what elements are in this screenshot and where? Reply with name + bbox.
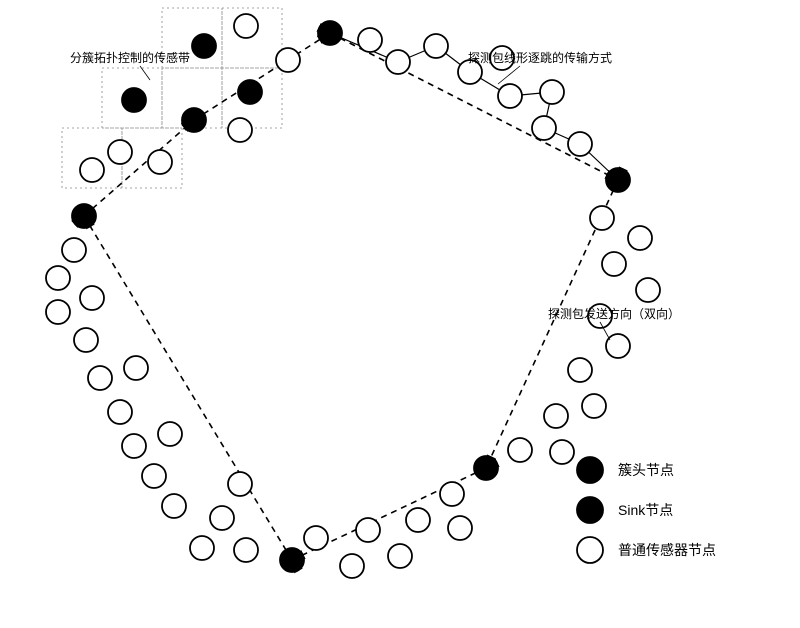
ordinary-node (162, 494, 186, 518)
ordinary-node (448, 516, 472, 540)
ordinary-node (108, 400, 132, 424)
legend-swatch (577, 457, 603, 483)
ordinary-node (122, 434, 146, 458)
ordinary-node (636, 278, 660, 302)
ordinary-node (388, 544, 412, 568)
legend-label: 普通传感器节点 (618, 542, 716, 558)
cluster-head-node (606, 168, 630, 192)
cluster-head-node (192, 34, 216, 58)
ordinary-node (568, 358, 592, 382)
cluster-head-node (72, 204, 96, 228)
ordinary-node (440, 482, 464, 506)
cluster-head-node (280, 548, 304, 572)
ordinary-node (210, 506, 234, 530)
ordinary-node (358, 28, 382, 52)
ordinary-node (228, 118, 252, 142)
ordinary-node (88, 366, 112, 390)
legend-swatch (577, 497, 603, 523)
ordinary-node (80, 286, 104, 310)
ordinary-node (582, 394, 606, 418)
ordinary-node (628, 226, 652, 250)
legend-swatch (577, 537, 603, 563)
cluster-head-node (182, 108, 206, 132)
ordinary-node (74, 328, 98, 352)
ordinary-node (148, 150, 172, 174)
ordinary-node (46, 300, 70, 324)
ordinary-node (386, 50, 410, 74)
ordinary-node (568, 132, 592, 156)
ordinary-node (356, 518, 380, 542)
ordinary-node (234, 14, 258, 38)
ordinary-node (108, 140, 132, 164)
ordinary-node (602, 252, 626, 276)
legend-label: Sink节点 (618, 502, 673, 518)
ordinary-node (424, 34, 448, 58)
ordinary-node (406, 508, 430, 532)
ordinary-node (276, 48, 300, 72)
legend-label: 簇头节点 (618, 462, 674, 478)
ordinary-node (234, 538, 258, 562)
ordinary-node (62, 238, 86, 262)
ordinary-node (158, 422, 182, 446)
ordinary-node (228, 472, 252, 496)
send_dir-label: 探测包发送方向（双向） (548, 306, 680, 321)
ordinary-node (340, 554, 364, 578)
ordinary-node (550, 440, 574, 464)
ordinary-node (544, 404, 568, 428)
ordinary-node (606, 334, 630, 358)
ordinary-node (590, 206, 614, 230)
ordinary-node (142, 464, 166, 488)
cluster_band-label: 分簇拓扑控制的传感带 (70, 50, 190, 65)
ordinary-node (46, 266, 70, 290)
ordinary-node (540, 80, 564, 104)
ordinary-node (498, 84, 522, 108)
cluster-head-node (318, 21, 342, 45)
hop_mode-label: 探测包线形逐跳的传输方式 (468, 50, 612, 65)
ordinary-node (532, 116, 556, 140)
cluster-head-nodes (72, 21, 630, 572)
legend: 簇头节点 Sink节点普通传感器节点 (577, 457, 716, 563)
cluster-head-node (238, 80, 262, 104)
cluster-head-node (474, 456, 498, 480)
cluster-head-node (122, 88, 146, 112)
ordinary-node (190, 536, 214, 560)
wsn-diagram: 分簇拓扑控制的传感带 探测包线形逐跳的传输方式探测包发送方向（双向） 簇头节点 Sin… (0, 0, 800, 628)
ordinary-node (124, 356, 148, 380)
ordinary-node (508, 438, 532, 462)
ordinary-node (304, 526, 328, 550)
ordinary-node (80, 158, 104, 182)
